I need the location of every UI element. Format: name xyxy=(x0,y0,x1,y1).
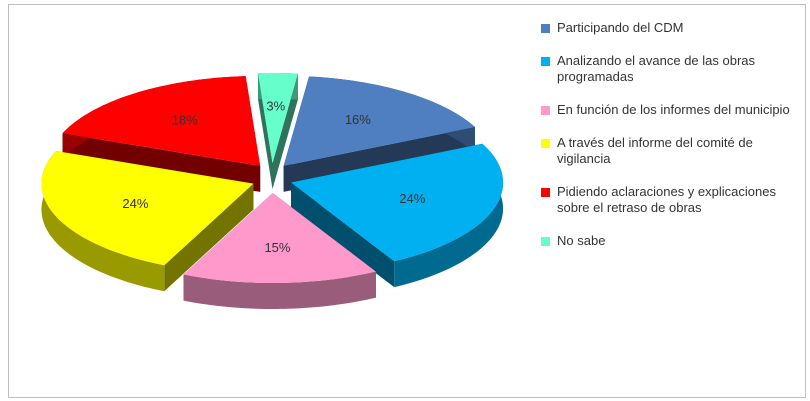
slice xyxy=(41,150,254,266)
legend-label: No sabe xyxy=(557,233,606,248)
legend-swatch xyxy=(541,139,550,148)
slice-side xyxy=(291,182,395,288)
slice xyxy=(183,192,376,283)
slice xyxy=(62,76,261,166)
legend-swatch xyxy=(541,188,550,197)
data-label: 18% xyxy=(172,112,198,127)
data-label: 16% xyxy=(345,112,371,127)
slice-side xyxy=(258,73,273,190)
legend-swatch xyxy=(541,57,550,66)
legend-swatch xyxy=(541,106,550,115)
legend-label: Participando del CDM xyxy=(557,20,684,35)
legend-item: Participando del CDM xyxy=(541,20,803,36)
slice xyxy=(258,73,298,164)
data-label: 24% xyxy=(399,191,425,206)
slice-side xyxy=(394,143,504,288)
legend-item: Analizando el avance de las obras progra… xyxy=(541,53,803,85)
slice-side xyxy=(41,150,165,292)
legend-label: A través del informe del comité de vigil… xyxy=(557,135,753,166)
slice-side xyxy=(164,183,254,292)
legend-item: No sabe xyxy=(541,233,803,249)
slice xyxy=(291,143,504,262)
legend-swatch xyxy=(541,237,550,246)
legend-item: Pidiendo aclaraciones y explicaciones so… xyxy=(541,184,803,216)
legend-label: Pidiendo aclaraciones y explicaciones so… xyxy=(557,184,776,215)
legend-item: A través del informe del comité de vigil… xyxy=(541,135,803,167)
slice xyxy=(283,76,475,166)
chart-frame xyxy=(8,4,806,398)
slice-side xyxy=(272,73,298,190)
legend: Participando del CDM Analizando el avance… xyxy=(541,20,803,266)
legend-swatch xyxy=(541,24,550,33)
data-label: 15% xyxy=(264,240,290,255)
data-label: 3% xyxy=(266,99,285,114)
slice-side xyxy=(183,271,376,309)
legend-label: En función de los informes del municipio xyxy=(557,102,790,117)
legend-item: En función de los informes del municipio xyxy=(541,102,803,118)
data-label: 24% xyxy=(122,196,148,211)
legend-label: Analizando el avance de las obras progra… xyxy=(557,53,756,84)
